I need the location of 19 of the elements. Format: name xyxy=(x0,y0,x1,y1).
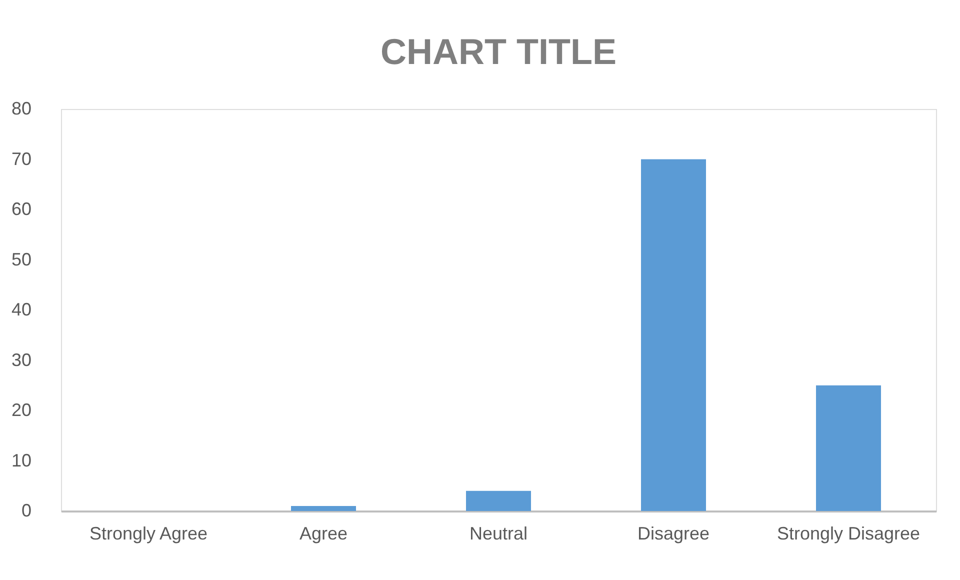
y-tick-label: 50 xyxy=(11,249,32,270)
y-tick-label: 60 xyxy=(11,199,32,219)
x-tick-label: Strongly Disagree xyxy=(776,524,920,544)
y-tick-label: 80 xyxy=(11,98,32,118)
bar xyxy=(816,385,881,511)
x-tick-label: Neutral xyxy=(469,524,528,544)
y-tick-label: 0 xyxy=(21,500,32,520)
bar xyxy=(291,506,356,511)
y-tick-label: 10 xyxy=(11,450,32,470)
chart-title: CHART TITLE xyxy=(380,31,616,72)
y-tick-label: 40 xyxy=(11,300,32,320)
bar xyxy=(641,159,706,511)
x-tick-label: Strongly Agree xyxy=(89,524,208,544)
y-tick-label: 70 xyxy=(11,148,32,169)
x-tick-label: Disagree xyxy=(637,524,710,544)
y-tick-label: 20 xyxy=(11,400,32,420)
x-tick-label: Agree xyxy=(299,524,348,544)
y-tick-label: 30 xyxy=(11,350,32,370)
bar xyxy=(466,490,531,511)
